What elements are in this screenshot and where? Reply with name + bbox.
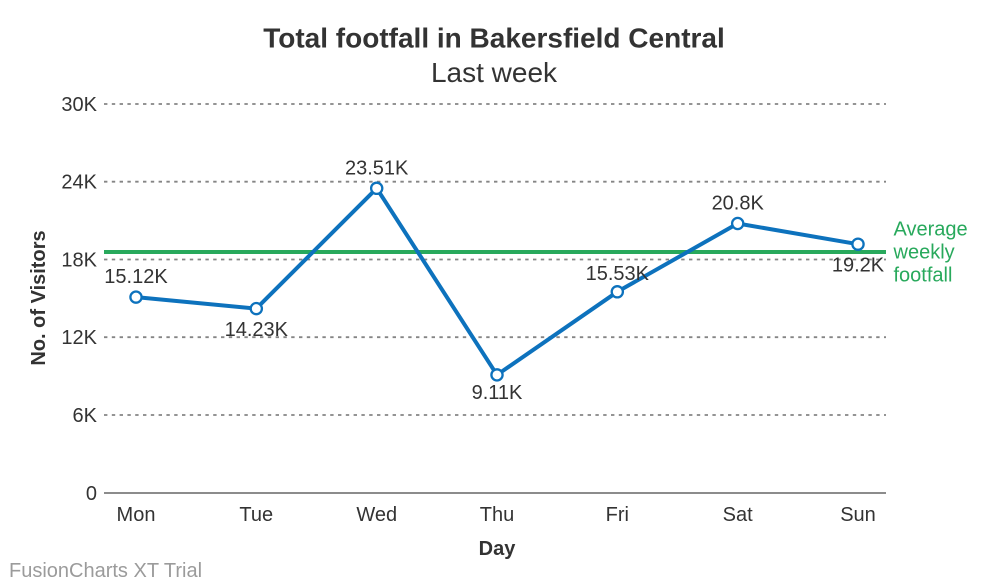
svg-text:15.53K: 15.53K	[586, 263, 650, 285]
svg-text:Tue: Tue	[239, 504, 273, 526]
svg-text:Wed: Wed	[356, 504, 397, 526]
svg-text:FusionCharts XT Trial: FusionCharts XT Trial	[9, 560, 202, 582]
svg-text:18K: 18K	[61, 250, 97, 272]
svg-text:30K: 30K	[61, 94, 97, 116]
svg-text:24K: 24K	[61, 172, 97, 194]
svg-text:Sat: Sat	[723, 504, 753, 526]
svg-text:23.51K: 23.51K	[345, 158, 409, 180]
svg-text:Thu: Thu	[480, 504, 514, 526]
svg-text:6K: 6K	[73, 405, 98, 427]
svg-text:Fri: Fri	[606, 504, 629, 526]
svg-text:Average: Average	[894, 218, 968, 240]
svg-text:Sun: Sun	[840, 504, 876, 526]
svg-text:Total footfall in Bakersfield: Total footfall in Bakersfield Central	[263, 23, 725, 54]
svg-text:No. of Visitors: No. of Visitors	[28, 230, 50, 365]
svg-text:9.11K: 9.11K	[472, 382, 523, 404]
svg-text:0: 0	[86, 483, 97, 505]
svg-text:Day: Day	[479, 538, 517, 560]
svg-text:footfall: footfall	[894, 264, 953, 286]
svg-text:20.8K: 20.8K	[712, 193, 765, 215]
svg-text:14.23K: 14.23K	[225, 319, 289, 341]
svg-text:weekly: weekly	[893, 241, 955, 263]
svg-text:19.2K: 19.2K	[832, 255, 885, 277]
svg-text:12K: 12K	[61, 327, 97, 349]
svg-text:Last week: Last week	[431, 57, 558, 88]
svg-text:Mon: Mon	[117, 504, 156, 526]
svg-text:15.12K: 15.12K	[104, 266, 168, 288]
